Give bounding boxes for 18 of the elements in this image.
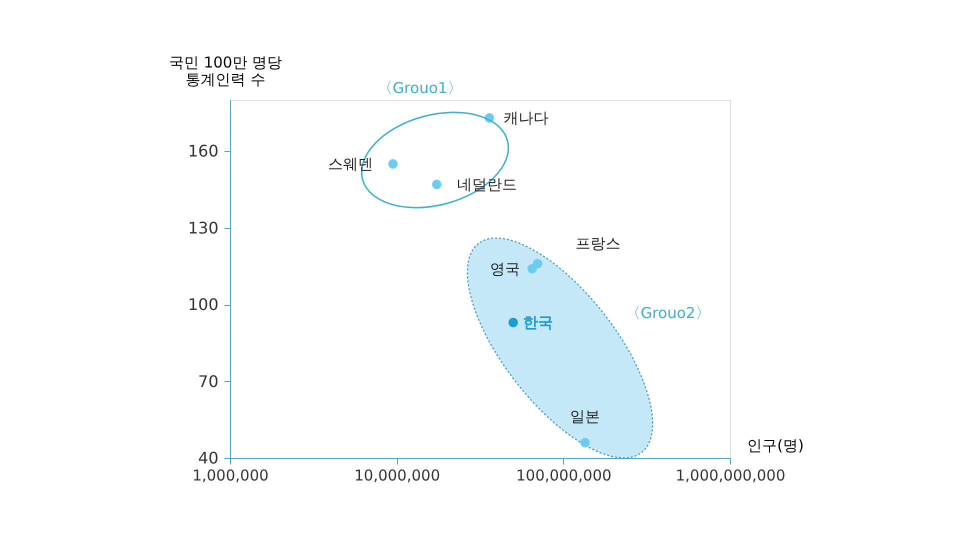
y-tick-label: 100 — [188, 295, 218, 314]
text: 〈Grouo1〉 — [378, 79, 462, 97]
y-axis-title: 국민 100만 명당 통계인력 수 — [168, 54, 282, 88]
x-tick-label: 1,000,000,000 — [676, 466, 786, 484]
annotation: 〈Grouo2〉 — [626, 304, 710, 322]
y-tick-label: 40 — [198, 448, 218, 468]
y-tick-label: 130 — [188, 218, 218, 238]
y-tick-label: 70 — [198, 372, 218, 391]
x-axis-title: 인구(명) — [747, 436, 804, 454]
y-tick-label: 160 — [188, 142, 218, 161]
series-label: 일본 — [570, 408, 600, 426]
series-label: 캐나다 — [503, 108, 548, 127]
series-label: 영국 — [490, 260, 520, 278]
series-label: 한국 — [523, 313, 554, 332]
x-tick-label: 1,000,000 — [192, 466, 269, 484]
x-tick-label: 100,000,000 — [516, 466, 612, 484]
x-tick-label: 10,000,000 — [354, 466, 440, 484]
text: 프랑스 — [576, 234, 621, 253]
